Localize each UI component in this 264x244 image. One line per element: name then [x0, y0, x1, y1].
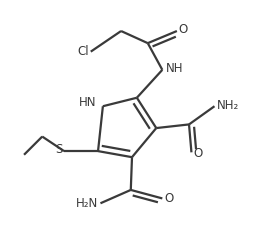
Text: H₂N: H₂N — [76, 197, 98, 210]
Text: O: O — [165, 192, 174, 205]
Text: O: O — [179, 23, 188, 36]
Text: NH₂: NH₂ — [217, 99, 239, 112]
Text: S: S — [55, 143, 63, 156]
Text: HN: HN — [79, 96, 97, 109]
Text: NH: NH — [166, 62, 183, 75]
Text: Cl: Cl — [77, 45, 89, 58]
Text: O: O — [194, 147, 203, 160]
